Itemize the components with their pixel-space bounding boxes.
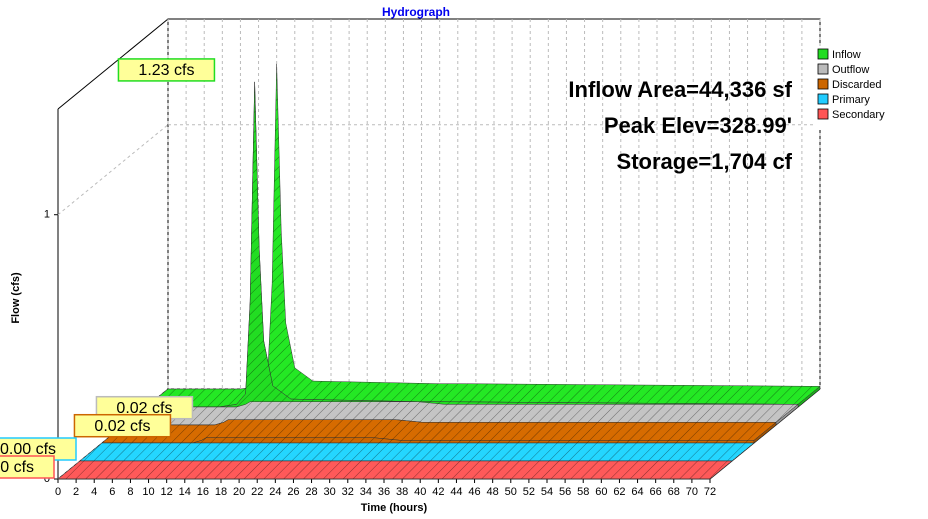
- x-tick-label: 54: [541, 486, 553, 498]
- x-tick-label: 0: [55, 486, 61, 498]
- x-tick-label: 28: [305, 486, 317, 498]
- legend-label: Outflow: [832, 64, 869, 76]
- peak-label: 0.02 cfs: [116, 400, 172, 417]
- peak-label: 1.23 cfs: [138, 62, 194, 79]
- legend-label: Inflow: [832, 49, 861, 61]
- x-tick-label: 2: [73, 486, 79, 498]
- legend-swatch: [817, 93, 829, 105]
- x-tick-label: 72: [704, 486, 716, 498]
- area-end: [753, 421, 777, 444]
- legend-label: Discarded: [832, 79, 882, 91]
- x-tick-label: 62: [613, 486, 625, 498]
- x-tick-label: 58: [577, 486, 589, 498]
- x-tick-label: 34: [360, 486, 372, 498]
- y-tick-label: 1: [44, 209, 50, 221]
- x-tick-label: 16: [197, 486, 209, 498]
- x-tick-label: 12: [161, 486, 173, 498]
- y-tick-label: 0: [44, 473, 50, 485]
- peak-label-box: [0, 455, 55, 479]
- series-layer: [145, 63, 821, 408]
- x-tick-label: 46: [468, 486, 480, 498]
- annotation: Inflow Area=44,336 sf: [568, 77, 792, 102]
- x-tick-label: 48: [487, 486, 499, 498]
- area-hatch: [102, 437, 754, 443]
- x-tick-label: 4: [91, 486, 97, 498]
- area-top-hatch: [58, 461, 732, 479]
- peak-label-box: [117, 58, 216, 82]
- x-tick-label: 20: [233, 486, 245, 498]
- peak-label-box: [73, 413, 172, 438]
- area-end: [731, 442, 755, 462]
- x-axis-label: Time (hours): [361, 502, 428, 514]
- area-top-hatch: [102, 419, 776, 443]
- series-layer: [79, 442, 755, 462]
- legend-box: [814, 46, 926, 130]
- legend-swatch: [817, 48, 829, 60]
- area-end: [709, 460, 733, 480]
- chart-title: Hydrograph: [382, 5, 450, 19]
- x-tick-label: 44: [450, 486, 462, 498]
- annotation: Storage=1,704 cf: [617, 149, 793, 174]
- area-top-hatch: [124, 401, 798, 425]
- legend-swatch: [817, 78, 829, 90]
- y-axis-label: Flow (cfs): [10, 272, 22, 324]
- x-tick-label: 70: [686, 486, 698, 498]
- x-tick-label: 22: [251, 486, 263, 498]
- x-tick-label: 30: [324, 486, 336, 498]
- x-tick-label: 24: [269, 486, 281, 498]
- peak-label: 0.00 cfs: [0, 459, 34, 476]
- grid-line: [57, 124, 169, 216]
- series-layer: [57, 460, 733, 480]
- x-tick-label: 14: [179, 486, 191, 498]
- x-tick-label: 60: [595, 486, 607, 498]
- x-tick-label: 50: [505, 486, 517, 498]
- x-tick-label: 64: [631, 486, 643, 498]
- x-tick-label: 32: [342, 486, 354, 498]
- x-tick-label: 42: [432, 486, 444, 498]
- legend-label: Primary: [832, 94, 870, 106]
- x-tick-label: 36: [378, 486, 390, 498]
- x-tick-label: 66: [650, 486, 662, 498]
- legend-swatch: [817, 108, 829, 120]
- x-tick-label: 18: [215, 486, 227, 498]
- series-layer: [101, 419, 777, 444]
- x-tick-label: 56: [559, 486, 571, 498]
- area-top-hatch: [80, 443, 754, 461]
- legend-label: Secondary: [832, 109, 885, 121]
- x-tick-label: 52: [523, 486, 535, 498]
- left-edge: [57, 18, 169, 110]
- x-tick-label: 6: [109, 486, 115, 498]
- x-tick-label: 26: [287, 486, 299, 498]
- peak-label: 0.02 cfs: [94, 418, 150, 435]
- x-tick-label: 8: [127, 486, 133, 498]
- x-tick-label: 10: [142, 486, 154, 498]
- x-tick-label: 68: [668, 486, 680, 498]
- x-tick-label: 40: [414, 486, 426, 498]
- x-tick-label: 38: [396, 486, 408, 498]
- peak-label: 0.00 cfs: [0, 441, 56, 458]
- annotation: Peak Elev=328.99': [604, 113, 792, 138]
- area-top-hatch: [146, 63, 820, 408]
- legend-swatch: [817, 63, 829, 75]
